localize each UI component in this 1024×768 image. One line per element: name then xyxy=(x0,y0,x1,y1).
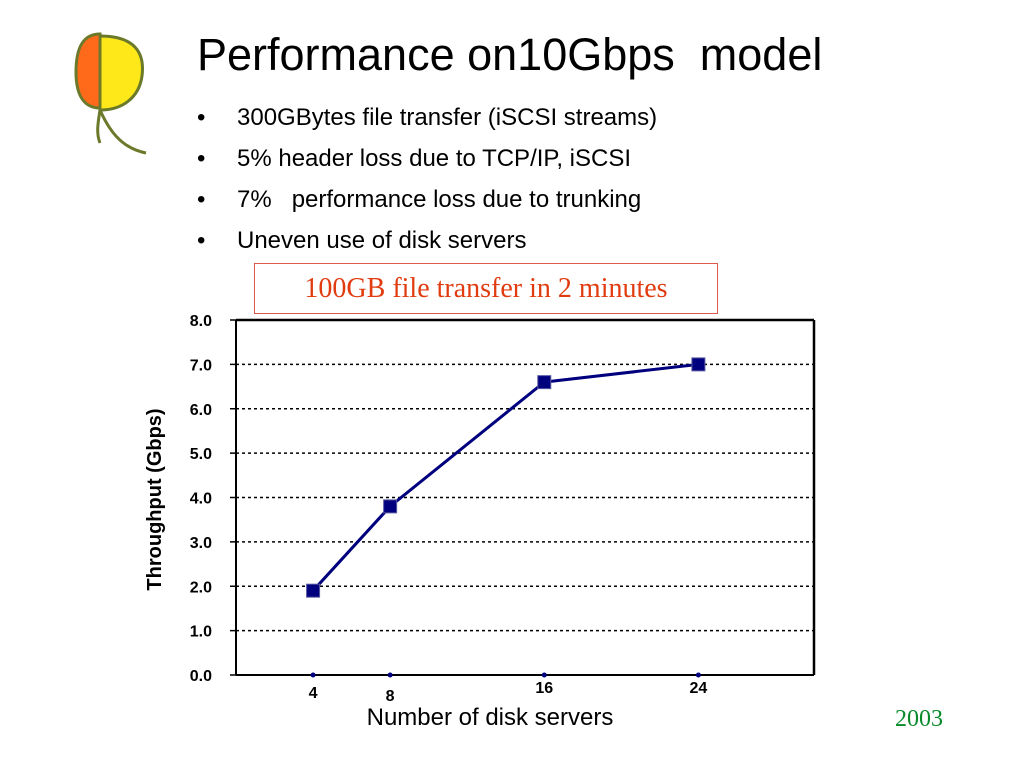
x-tick-label: 16 xyxy=(535,680,553,697)
callout-box: 100GB file transfer in 2 minutes xyxy=(254,263,718,314)
footer-year: 2003 xyxy=(895,706,943,732)
y-tick-label: 4.0 xyxy=(190,491,212,508)
data-point xyxy=(306,583,321,598)
y-tick-label: 6.0 xyxy=(190,402,212,419)
series-line xyxy=(311,362,699,592)
data-point xyxy=(383,499,398,514)
y-tick-label: 7.0 xyxy=(190,357,212,374)
y-tick-label: 0.0 xyxy=(190,668,212,685)
x-axis-title: Number of disk servers xyxy=(367,704,614,731)
y-tick-label: 8.0 xyxy=(190,313,212,330)
y-tick-label: 5.0 xyxy=(190,446,212,463)
data-point xyxy=(691,357,706,372)
x-tick xyxy=(310,672,316,678)
x-tick-label: 4 xyxy=(309,685,318,702)
bullet-item: • 5% header loss due to TCP/IP, iSCSI xyxy=(197,141,657,182)
bullet-item: • 7% performance loss due to trunking xyxy=(197,182,657,223)
bullet-marker: • xyxy=(197,145,206,172)
bullet-text: Uneven use of disk servers xyxy=(237,227,527,254)
y-tick-label: 2.0 xyxy=(190,579,212,596)
x-tick xyxy=(387,672,393,678)
y-tick-label: 3.0 xyxy=(190,535,212,552)
bullet-marker: • xyxy=(197,186,206,213)
x-tick-label: 8 xyxy=(386,688,395,705)
logo-icon xyxy=(60,28,160,163)
bullet-text: 5% header loss due to TCP/IP, iSCSI xyxy=(237,145,631,172)
bullet-marker: • xyxy=(197,227,206,254)
bullet-item: • 300GBytes file transfer (iSCSI streams) xyxy=(197,100,657,141)
bullet-text: 7% performance loss due to trunking xyxy=(237,186,642,213)
y-axis-title: Throughput (Gbps) xyxy=(144,408,166,590)
data-point xyxy=(537,375,552,390)
x-tick xyxy=(695,672,701,678)
slide-title: Performance on10Gbps model xyxy=(197,29,823,80)
bullet-marker: • xyxy=(197,104,206,131)
x-tick xyxy=(541,672,547,678)
x-tick-label: 24 xyxy=(690,680,708,697)
logo-graphic xyxy=(74,32,147,155)
bullet-list: • 300GBytes file transfer (iSCSI streams)… xyxy=(197,100,657,264)
y-tick-label: 1.0 xyxy=(190,624,212,641)
bullet-item: • Uneven use of disk servers xyxy=(197,223,657,264)
bullet-text: 300GBytes file transfer (iSCSI streams) xyxy=(237,104,658,131)
